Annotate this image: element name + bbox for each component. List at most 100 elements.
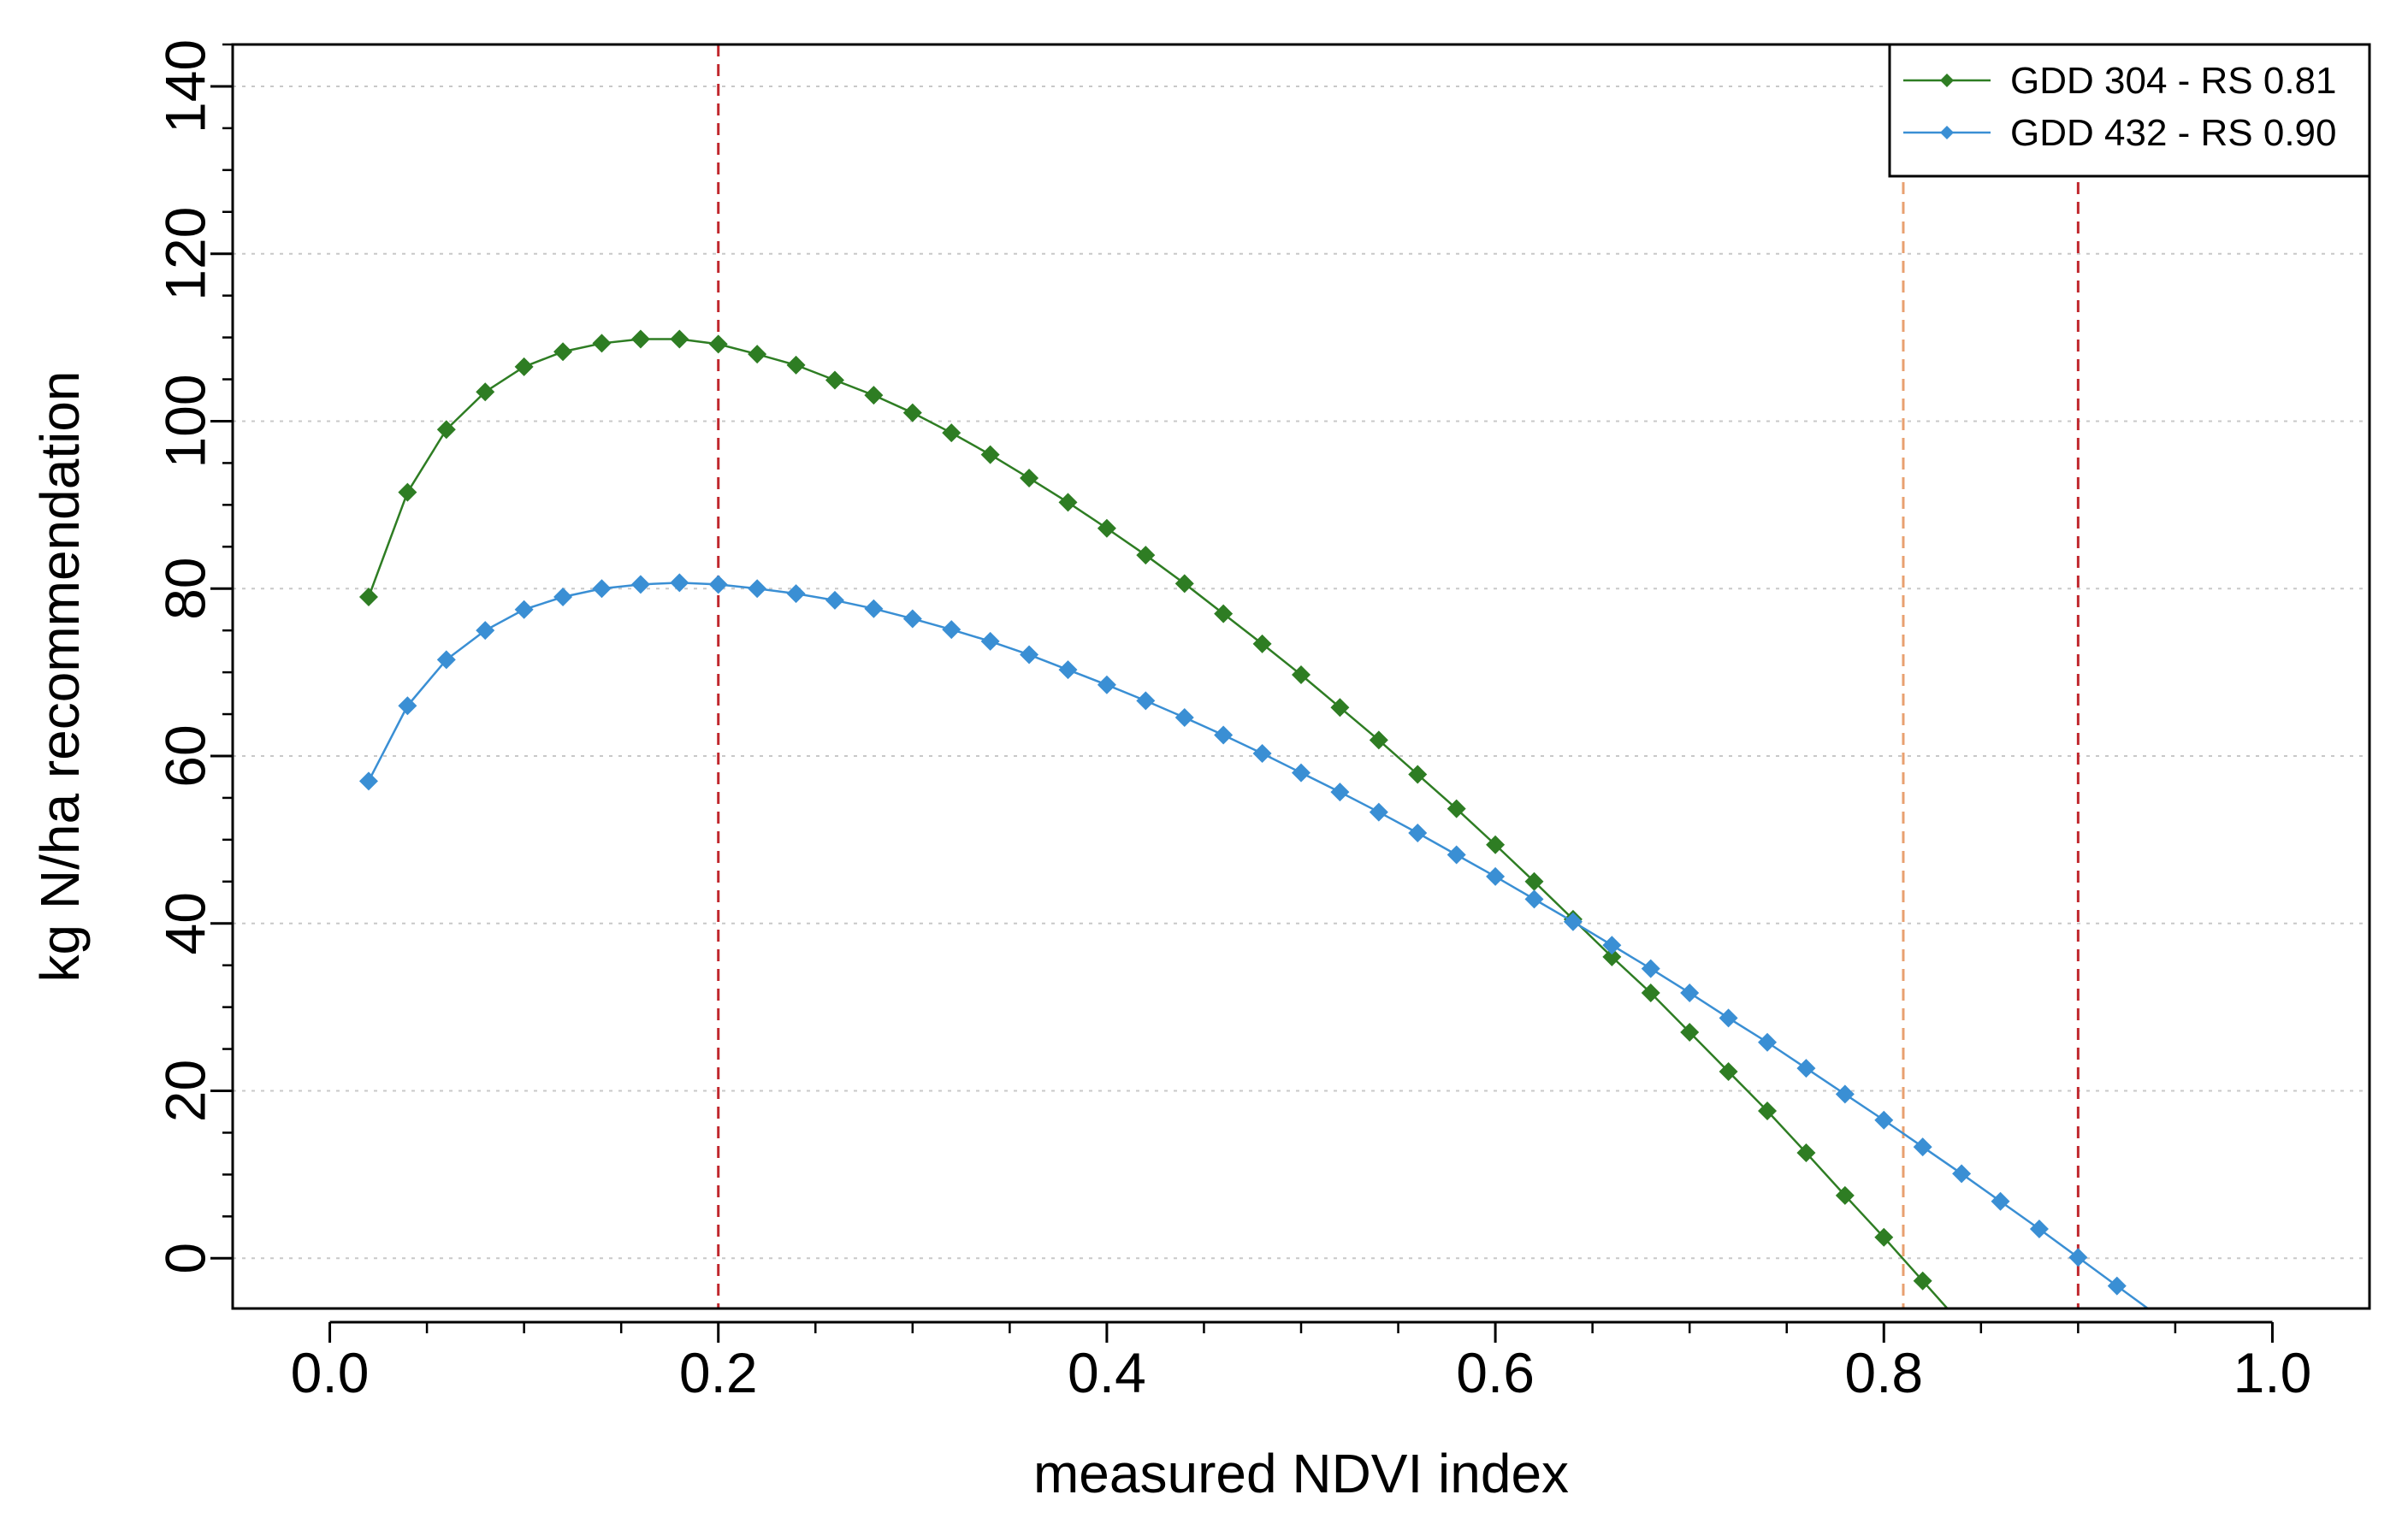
data-point [1486,866,1506,886]
data-point [1447,799,1466,818]
data-point [980,445,1000,464]
data-point [1174,707,1194,727]
data-point [2029,1220,2049,1239]
data-point [2107,1276,2127,1296]
data-point [670,573,689,593]
data-point [1097,675,1116,694]
data-point [1952,1164,1972,1184]
data-point [592,334,612,353]
data-point [1758,1102,1778,1121]
data-point [1874,1227,1894,1247]
y-axis: 0 20 40 60 80 100 120 140 [153,39,233,1274]
data-point [1136,691,1156,711]
data-point [1330,783,1350,802]
plot-series [358,329,2150,1308]
data-point [708,334,728,354]
y-tick-label: 80 [153,558,216,620]
data-point [2068,1248,2088,1267]
data-point [358,771,378,791]
data-point [786,584,806,604]
y-tick-label: 20 [153,1060,216,1122]
data-point [748,579,767,599]
data-point [592,579,612,599]
series-line-1 [367,338,1949,1308]
x-axis: 0.0 0.2 0.4 0.6 0.8 1.0 [291,1320,2312,1404]
data-point [436,650,456,670]
data-point [1486,835,1506,854]
data-point [436,420,456,440]
x-tick-label: 1.0 [2233,1341,2312,1404]
data-point [1292,763,1310,783]
data-point [1758,1032,1778,1052]
legend-box [1888,43,2371,178]
y-tick-label: 100 [153,374,216,468]
data-point [1680,1022,1700,1042]
data-point [748,345,767,364]
x-axis-title: measured NDVI index [1033,1443,1569,1504]
data-point [1874,1110,1894,1130]
data-point [630,329,650,349]
y-tick-label: 0 [153,1243,216,1274]
data-point [398,482,417,502]
data-point [1796,1143,1816,1162]
data-point [1641,959,1660,978]
data-point [1408,824,1428,843]
data-point [942,423,961,443]
data-point [398,696,417,716]
data-point [864,599,884,618]
y-tick-label: 40 [153,892,216,954]
data-point [476,621,495,641]
data-point [1369,730,1388,750]
data-point [942,620,961,640]
data-point [1330,698,1350,718]
data-point [630,575,650,594]
data-point [1913,1137,1932,1157]
data-point [514,600,534,619]
data-point [864,386,884,405]
data-point [1602,936,1622,955]
x-tick-label: 0.4 [1068,1341,1146,1404]
data-point [1097,518,1116,538]
y-axis-title: kg N/ha recommendation [29,370,91,982]
data-point [1602,947,1622,966]
data-point [476,382,495,402]
data-point [553,588,573,607]
data-point [980,631,1000,651]
data-point [1292,665,1310,685]
data-point [825,590,844,610]
reference-lines [717,44,2080,1308]
data-point [1214,725,1234,745]
data-point [1252,634,1272,653]
data-point [358,588,378,607]
data-point [1058,660,1078,680]
data-point [1796,1059,1816,1078]
x-tick-label: 0.0 [291,1341,370,1404]
data-point [1641,983,1660,1002]
data-point [670,329,689,349]
data-point [1913,1271,1932,1291]
x-tick-label: 0.8 [1844,1341,1923,1404]
x-tick-label: 0.6 [1456,1341,1535,1404]
data-point [1524,889,1544,909]
data-point [708,575,728,594]
data-point [825,370,844,390]
series-2 [358,573,2150,1308]
legend: GDD 304 - RS 0.81 GDD 432 - RS 0.90 [1888,43,2371,178]
data-point [553,342,573,362]
data-point [1719,1061,1738,1081]
data-point [1214,604,1234,623]
data-point [902,609,922,629]
y-tick-label: 140 [153,39,216,133]
data-point [786,355,806,375]
data-point [1991,1191,2010,1211]
legend-label-series-2: GDD 432 - RS 0.90 [2010,112,2337,154]
data-point [1447,845,1466,865]
legend-swatch-marker-series-2 [1940,126,1954,139]
data-point [1835,1084,1855,1104]
data-point [514,357,534,376]
data-point [1524,871,1544,891]
data-point [1835,1185,1855,1205]
data-point [1058,493,1078,512]
y-tick-label: 120 [153,207,216,301]
